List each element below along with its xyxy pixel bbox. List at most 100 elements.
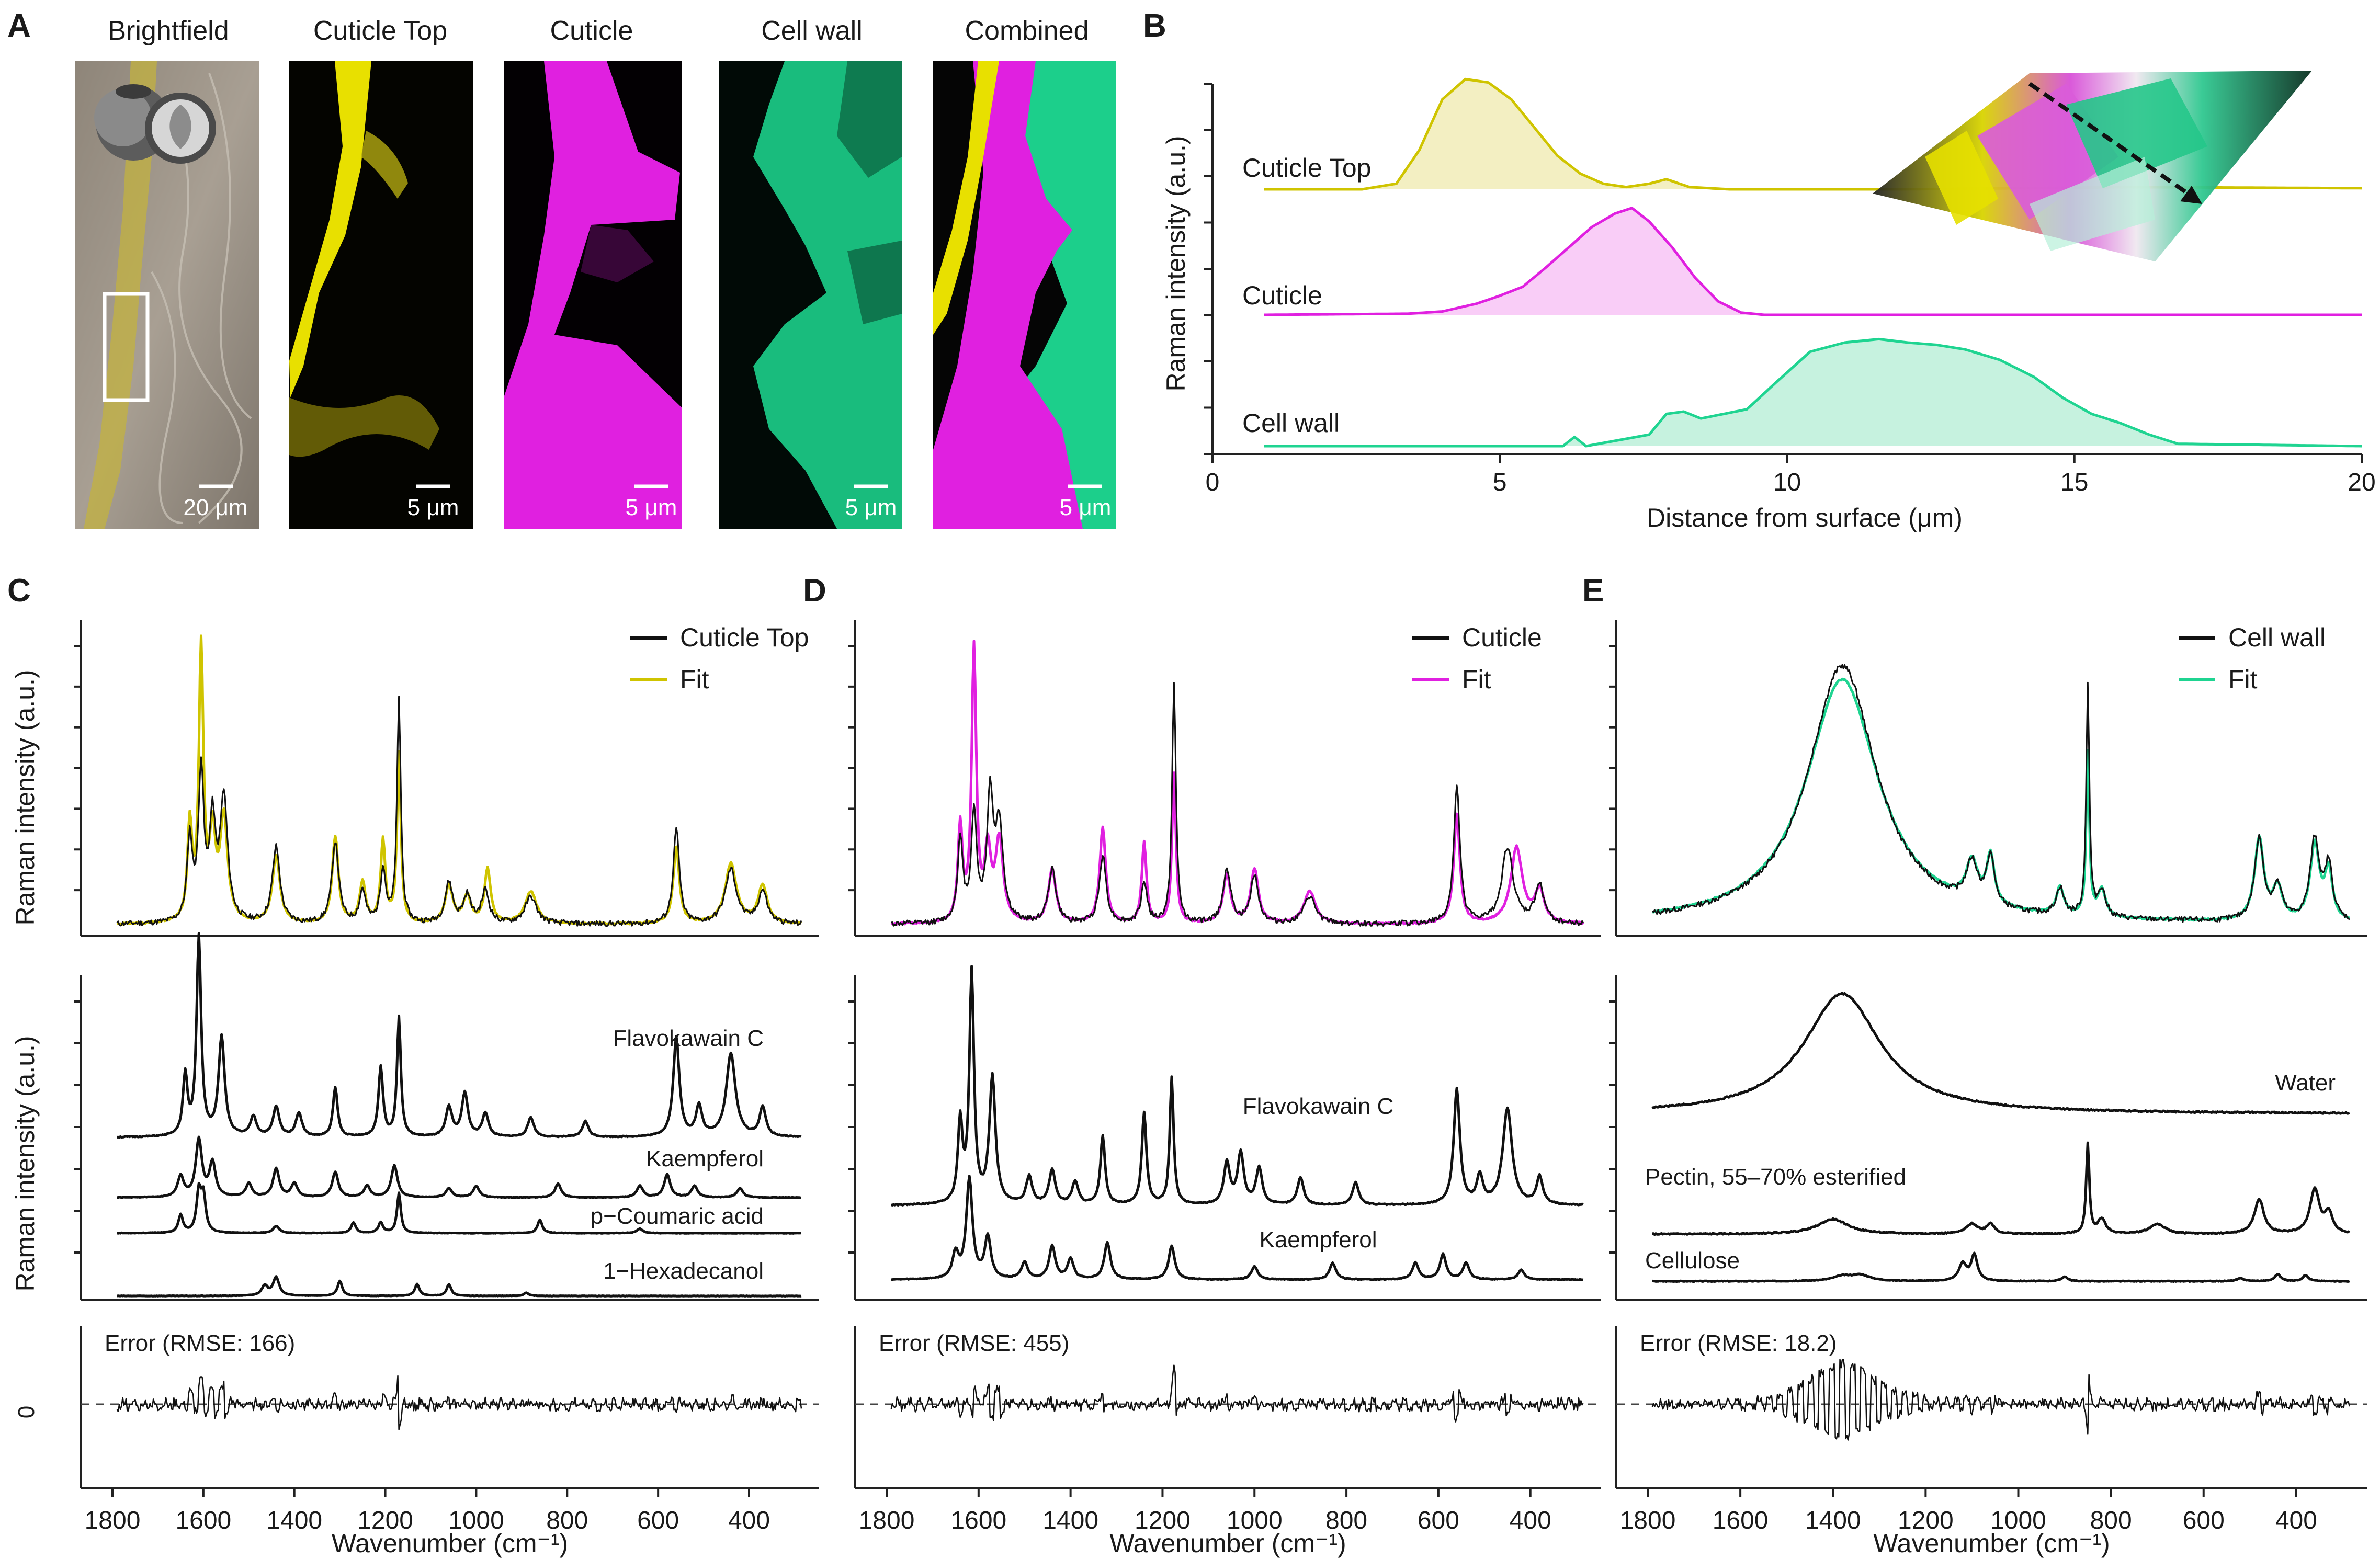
panel-b: B 0 5 10 15 20 Cuticle Top Cuticle Cell wall Di…: [1143, 8, 2376, 532]
d-x-tick-label: 1200: [1135, 1507, 1191, 1534]
surface-plot-inset: [1873, 71, 2312, 261]
d-x-tick-label: 1600: [950, 1507, 1006, 1534]
c-legend-fit-label: Fit: [680, 665, 709, 694]
scale-bar-label-combined: 5 μm: [1060, 495, 1112, 520]
e-component-label: Cellulose: [1645, 1248, 1740, 1273]
c-legend-raw-label: Cuticle Top: [680, 623, 809, 652]
c-component-label: Flavokawain C: [613, 1026, 764, 1051]
scale-bar-label-cell-wall: 5 μm: [845, 495, 897, 520]
b-area-2: [1264, 339, 2362, 446]
d-legend-fit-label: Fit: [1462, 665, 1491, 694]
c-x-tick-label: 1000: [448, 1507, 504, 1534]
c-raw-line: [116, 696, 802, 927]
d-legend-raw-label: Cuticle: [1462, 623, 1542, 652]
panel-d: D 1800 1600 1400 1200 1000 800 600 400 Wavenumbe…: [803, 573, 1601, 1558]
e-raw-line: [1652, 664, 2350, 923]
d-xlabel: Wavenumber (cm⁻¹): [1109, 1529, 1346, 1558]
d-x-tick-label: 600: [1418, 1507, 1459, 1534]
c-ylabel-top: Raman intensity (a.u.): [10, 669, 40, 925]
panel-e-plot: 1800 1600 1400 1200 1000 800 600 400 Wavenumber …: [1609, 620, 2367, 1558]
title-brightfield: Brightfield: [108, 16, 229, 46]
d-component-line: [890, 1175, 1584, 1281]
c-error-label: Error (RMSE: 166): [105, 1330, 295, 1356]
c-component-label: p−Coumaric acid: [591, 1203, 764, 1229]
b-area-1: [1264, 208, 2362, 315]
image-combined: 5 μm: [933, 61, 1116, 529]
d-x-tick-label: 1400: [1042, 1507, 1098, 1534]
d-error-label: Error (RMSE: 455): [879, 1330, 1069, 1356]
d-x-tick-label: 1000: [1227, 1507, 1283, 1534]
panel-c: C 1800 1600 1400 1200 1000 800 600 400 Wavenumbe…: [7, 573, 819, 1558]
panel-letter-c: C: [7, 573, 31, 609]
c-x-tick-label: 1200: [357, 1507, 413, 1534]
title-combined: Combined: [965, 16, 1089, 46]
title-cuticle-top: Cuticle Top: [313, 16, 447, 46]
panel-letter-e: E: [1582, 573, 1604, 609]
image-cuticle-top: 5 μm: [289, 61, 473, 529]
b-x-tick-label: 20: [2348, 469, 2375, 496]
e-error-label: Error (RMSE: 18.2): [1640, 1330, 1837, 1356]
b-series-label: Cell wall: [1242, 408, 1340, 438]
e-x-tick-label: 1000: [1990, 1507, 2046, 1534]
d-component-label: Flavokawain C: [1243, 1094, 1394, 1119]
e-legend-fit-label: Fit: [2228, 665, 2258, 694]
c-component-label: 1−Hexadecanol: [603, 1258, 764, 1284]
e-legend-raw-label: Cell wall: [2228, 623, 2326, 652]
panel-letter-d: D: [803, 573, 826, 609]
panel-c-plot: 1800 1600 1400 1200 1000 800 600 400 Wavenumber …: [74, 620, 819, 1558]
b-line-2: [1264, 337, 2362, 448]
c-ylabel-mid: Raman intensity (a.u.): [10, 1035, 40, 1291]
image-cell-wall: 5 μm: [719, 61, 902, 529]
c-component-line: [117, 1275, 802, 1298]
c-component-line: [117, 932, 802, 1139]
b-ylabel: Raman intensity (a.u.): [1161, 135, 1191, 391]
e-component-label: Water: [2275, 1070, 2336, 1096]
panel-d-plot: 1800 1600 1400 1200 1000 800 600 400 Wavenumber …: [848, 620, 1601, 1558]
b-xlabel: Distance from surface (μm): [1647, 503, 1963, 532]
e-error-line: [1651, 1359, 2350, 1441]
c-component-line: [117, 1135, 802, 1199]
e-x-tick-label: 600: [2183, 1507, 2225, 1534]
d-x-tick-label: 400: [1510, 1507, 1551, 1534]
e-component-line: [1652, 1251, 2350, 1283]
e-component-line: [1651, 992, 2350, 1115]
e-x-tick-label: 1800: [1620, 1507, 1676, 1534]
scale-bar-label-cuticle: 5 μm: [626, 495, 677, 520]
d-raw-line: [891, 682, 1584, 927]
e-x-tick-label: 1600: [1713, 1507, 1769, 1534]
e-x-tick-label: 1400: [1805, 1507, 1861, 1534]
b-line-1: [1264, 207, 2362, 316]
scale-bar-label-brightfield: 20 μm: [183, 495, 247, 520]
b-area-0: [1264, 79, 2362, 189]
panel-letter-a: A: [7, 8, 31, 44]
b-x-tick-label: 15: [2060, 469, 2088, 496]
e-xlabel: Wavenumber (cm⁻¹): [1873, 1529, 2110, 1558]
c-x-tick-label: 1400: [266, 1507, 322, 1534]
d-x-tick-label: 800: [1325, 1507, 1367, 1534]
e-fit-line: [1652, 677, 2350, 922]
d-error-line: [890, 1364, 1584, 1423]
d-component-line: [891, 965, 1584, 1207]
c-x-tick-label: 1800: [85, 1507, 141, 1534]
panel-b-plot: 0 5 10 15 20 Cuticle Top Cuticle Cell wall: [1204, 77, 2376, 496]
c-xlabel: Wavenumber (cm⁻¹): [332, 1529, 568, 1558]
e-component-label: Pectin, 55–70% esterified: [1645, 1164, 1906, 1190]
b-x-tick-label: 0: [1206, 469, 1220, 496]
b-x-tick-label: 10: [1773, 469, 1801, 496]
c-x-tick-label: 400: [728, 1507, 770, 1534]
e-x-tick-label: 400: [2275, 1507, 2317, 1534]
image-cuticle: 5 μm: [504, 61, 682, 529]
c-error-ytick: 0: [14, 1406, 39, 1418]
brightfield-image: 20 μm: [75, 61, 259, 529]
c-x-tick-label: 800: [546, 1507, 588, 1534]
panel-letter-b: B: [1143, 8, 1166, 44]
c-x-tick-label: 1600: [175, 1507, 231, 1534]
c-component-label: Kaempferol: [646, 1146, 764, 1171]
c-x-tick-label: 600: [637, 1507, 679, 1534]
panel-a: A Brightfield Cuticle Top Cuticle Cell w…: [7, 8, 1116, 529]
title-cuticle: Cuticle: [550, 16, 633, 46]
c-error-line: [116, 1375, 802, 1430]
b-x-tick-label: 5: [1493, 469, 1507, 496]
e-component-line: [1652, 1141, 2351, 1236]
tomato-icon: [94, 84, 216, 164]
